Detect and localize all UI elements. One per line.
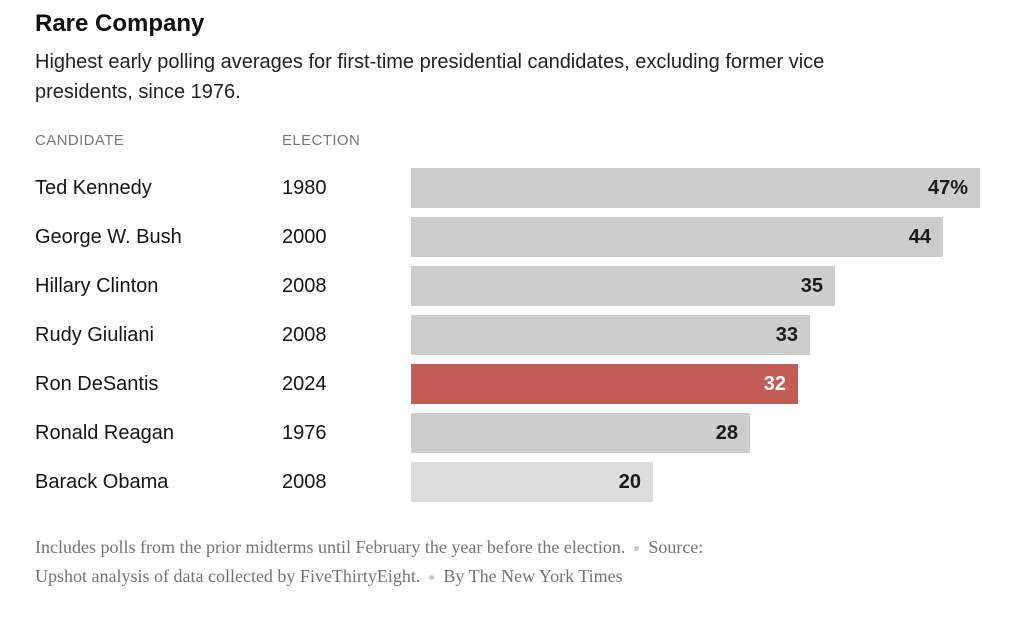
bar-track: 47%	[411, 168, 990, 208]
footer-note: Includes polls from the prior midterms u…	[35, 537, 626, 557]
table-row: George W. Bush 2000 44	[35, 217, 990, 257]
election-label: 2008	[282, 471, 327, 493]
separator-dot-icon	[429, 575, 435, 581]
bar-track: 33	[411, 315, 990, 355]
bar-track: 28	[411, 413, 990, 453]
candidate-label: Ron DeSantis	[35, 373, 159, 395]
election-label: 1980	[282, 177, 327, 199]
footer-line-1: Includes polls from the prior midterms u…	[35, 533, 990, 562]
table-row: Ted Kennedy 1980 47%	[35, 168, 990, 208]
candidate-label: Ted Kennedy	[35, 177, 152, 199]
candidate-label: Hillary Clinton	[35, 275, 159, 297]
table-row: Ronald Reagan 1976 28	[35, 413, 990, 453]
election-label: 2008	[282, 275, 327, 297]
chart-title: Rare Company	[35, 10, 205, 37]
candidate-label: Ronald Reagan	[35, 422, 174, 444]
bar-value-label: 20	[618, 470, 641, 493]
bar-value-label: 47%	[927, 176, 968, 199]
table-row: Hillary Clinton 2008 35	[35, 266, 990, 306]
table-row: Barack Obama 2008 20	[35, 462, 990, 502]
election-label: 2008	[282, 324, 327, 346]
bar: 47%	[411, 168, 980, 208]
election-label: 1976	[282, 422, 327, 444]
candidate-label: Rudy Giuliani	[35, 324, 154, 346]
candidate-label: George W. Bush	[35, 226, 182, 248]
footer-source-rest: Upshot analysis of data collected by Fiv…	[35, 566, 421, 586]
footer-source-label: Source:	[648, 537, 704, 557]
bar-track: 44	[411, 217, 990, 257]
bar-rows: Ted Kennedy 1980 47% George W. Bush 2000…	[35, 168, 990, 502]
separator-dot-icon	[634, 546, 640, 552]
bar-value-label: 44	[908, 225, 931, 248]
bar-value-label: 28	[715, 421, 738, 444]
table-row: Rudy Giuliani 2008 33	[35, 315, 990, 355]
election-label: 2024	[282, 373, 327, 395]
bar: 28	[411, 413, 750, 453]
bar-track: 20	[411, 462, 990, 502]
column-headers: CANDIDATE ELECTION	[35, 132, 990, 149]
column-header-candidate: CANDIDATE	[35, 132, 125, 149]
bar-value-label: 33	[775, 323, 798, 346]
chart-subtitle-line-2: presidents, since 1976.	[35, 81, 241, 103]
bar-track: 32	[411, 364, 990, 404]
bar-track: 35	[411, 266, 990, 306]
column-header-election: ELECTION	[282, 132, 361, 149]
chart-subtitle-line-1: Highest early polling averages for first…	[35, 51, 825, 73]
bar: 33	[411, 315, 810, 355]
footer-notes: Includes polls from the prior midterms u…	[35, 533, 990, 591]
bar: 32	[411, 364, 798, 404]
chart-subtitle: Highest early polling averages for first…	[35, 47, 990, 107]
footer-line-2: Upshot analysis of data collected by Fiv…	[35, 562, 990, 591]
bar-value-label: 35	[800, 274, 823, 297]
election-label: 2000	[282, 226, 327, 248]
bar: 44	[411, 217, 943, 257]
bar-value-label: 32	[763, 372, 786, 395]
table-row: Ron DeSantis 2024 32	[35, 364, 990, 404]
candidate-label: Barack Obama	[35, 471, 169, 493]
bar: 35	[411, 266, 835, 306]
bar: 20	[411, 462, 653, 502]
footer-byline: By The New York Times	[443, 566, 623, 586]
